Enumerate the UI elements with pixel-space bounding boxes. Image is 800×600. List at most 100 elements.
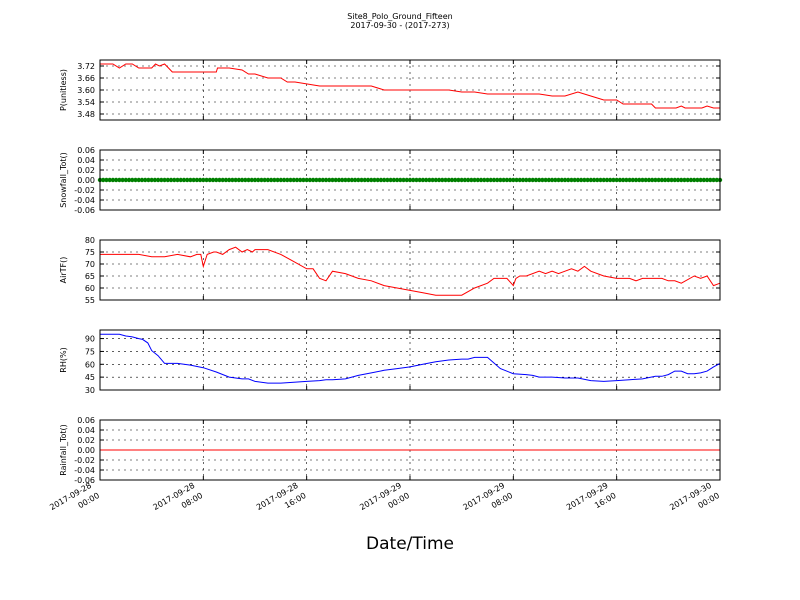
panel-0-ytick-label-2: 3.60 [77, 86, 95, 95]
panel-1-point-100 [420, 177, 426, 183]
panel-1-point-121 [488, 177, 493, 183]
panel-1-point-69 [320, 177, 326, 183]
panel-1-point-89 [385, 177, 390, 183]
panel-1-point-55 [275, 177, 280, 183]
panel-1-point-130 [517, 177, 522, 183]
panel-1-point-17 [152, 177, 158, 183]
panel-1-point-25 [178, 177, 183, 183]
panel-1-point-63 [301, 177, 306, 183]
panel-1-ytick-label-1: 0.04 [77, 156, 95, 165]
panel-1-point-101 [423, 177, 429, 183]
panel-4-ytick-label-6: -0.06 [74, 476, 95, 485]
panel-1-point-62 [298, 177, 303, 183]
panel-0-ytick-label-3: 3.54 [77, 98, 95, 107]
panel-1-point-47 [249, 177, 254, 183]
panel-1-point-150 [582, 177, 587, 183]
figure-subtitle: 2017-09-30 - (2017-273) [350, 21, 450, 30]
panel-1-point-157 [604, 177, 610, 183]
panel-1-point-104 [433, 177, 439, 183]
panel-1-point-128 [511, 177, 516, 183]
panel-1-ytick-label-2: 0.02 [77, 166, 95, 175]
panel-0-ylabel: P(unitless) [59, 69, 68, 111]
panel-1-point-6 [117, 177, 122, 183]
panel-4-ytick-label-1: 0.04 [77, 426, 95, 435]
panel-1-point-28 [188, 177, 193, 183]
panel-1-point-153 [591, 177, 597, 183]
panel-1-point-90 [388, 177, 393, 183]
panel-1-point-119 [482, 177, 487, 183]
panel-4-ytick-label-4: -0.02 [74, 456, 95, 465]
panel-1-point-116 [472, 177, 477, 183]
panel-1-point-43 [236, 177, 242, 183]
panel-1-point-110 [453, 177, 458, 183]
panel-1-point-185 [695, 177, 700, 183]
panel-1-point-64 [304, 177, 309, 183]
panel-1-point-82 [362, 177, 367, 183]
panel-1-point-117 [475, 177, 481, 183]
panel-1-point-41 [230, 177, 235, 183]
panel-0-ytick-label-4: 3.48 [77, 110, 95, 119]
panel-1-point-167 [637, 177, 642, 183]
panel-2-ylabel: AirTF() [59, 257, 68, 284]
panel-1-point-182 [685, 177, 690, 183]
panel-1-point-9 [126, 177, 132, 183]
panel-0-ytick-label-1: 3.66 [77, 74, 95, 83]
panel-2-ytick-label-2: 70 [85, 260, 95, 269]
panel-1-point-134 [530, 177, 535, 183]
panel-1-point-80 [356, 177, 361, 183]
panel-1-point-143 [559, 177, 564, 183]
panel-1-point-31 [197, 177, 203, 183]
panel-1-point-13 [139, 177, 145, 183]
panel-1-point-111 [456, 177, 461, 183]
panel-1-point-35 [210, 177, 216, 183]
panel-4-ytick-label-3: 0.00 [77, 446, 95, 455]
panel-1-point-168 [640, 177, 645, 183]
panel-3-ytick-label-4: 30 [85, 386, 95, 395]
panel-1-point-172 [653, 177, 658, 183]
panel-1-point-36 [214, 177, 219, 183]
panel-1-point-74 [336, 177, 342, 183]
panel-1-ytick-label-0: 0.06 [77, 146, 95, 155]
panel-2-ytick-label-3: 65 [85, 272, 95, 281]
panel-1-point-26 [181, 177, 187, 183]
panel-1-point-81 [359, 177, 364, 183]
panel-1-point-138 [543, 177, 548, 183]
panel-1-point-60 [291, 177, 296, 183]
panel-1-point-27 [184, 177, 190, 183]
panel-1-point-175 [662, 177, 668, 183]
panel-1-point-67 [314, 177, 319, 183]
panel-1-point-178 [672, 177, 677, 183]
panel-1-point-73 [333, 177, 338, 183]
panel-1-point-126 [504, 177, 510, 183]
panel-1-point-148 [575, 177, 581, 183]
panel-1-point-135 [533, 177, 539, 183]
panel-1-point-7 [120, 177, 125, 183]
panel-1-point-141 [553, 177, 558, 183]
panel-1-ytick-label-4: -0.02 [74, 186, 95, 195]
panel-1-point-160 [614, 177, 619, 183]
panel-1-point-57 [281, 177, 287, 183]
panel-2-ytick-label-4: 60 [85, 284, 95, 293]
panel-3-ytick-label-2: 60 [85, 360, 95, 369]
panel-1-point-19 [159, 177, 164, 183]
panel-1-point-173 [656, 177, 661, 183]
panel-1-point-37 [217, 177, 222, 183]
panel-1-ytick-label-5: -0.04 [74, 196, 95, 205]
panel-2-ytick-label-1: 75 [85, 248, 95, 257]
panel-1-point-50 [259, 177, 264, 183]
panel-1-point-102 [427, 177, 432, 183]
panel-1-point-132 [524, 177, 529, 183]
panel-1-point-88 [381, 177, 387, 183]
panel-1-point-49 [256, 177, 261, 183]
panel-1-point-59 [288, 177, 293, 183]
panel-3-ytick-label-1: 75 [85, 347, 95, 356]
panel-1-point-151 [585, 177, 590, 183]
panel-1-point-87 [378, 177, 384, 183]
panel-1-point-46 [246, 177, 251, 183]
panel-1-point-137 [540, 177, 545, 183]
panel-1-point-29 [191, 177, 196, 183]
panel-1-point-21 [165, 177, 171, 183]
panel-1-point-51 [262, 177, 267, 183]
panel-1-point-4 [110, 177, 116, 183]
panel-2-frame [99, 239, 721, 301]
